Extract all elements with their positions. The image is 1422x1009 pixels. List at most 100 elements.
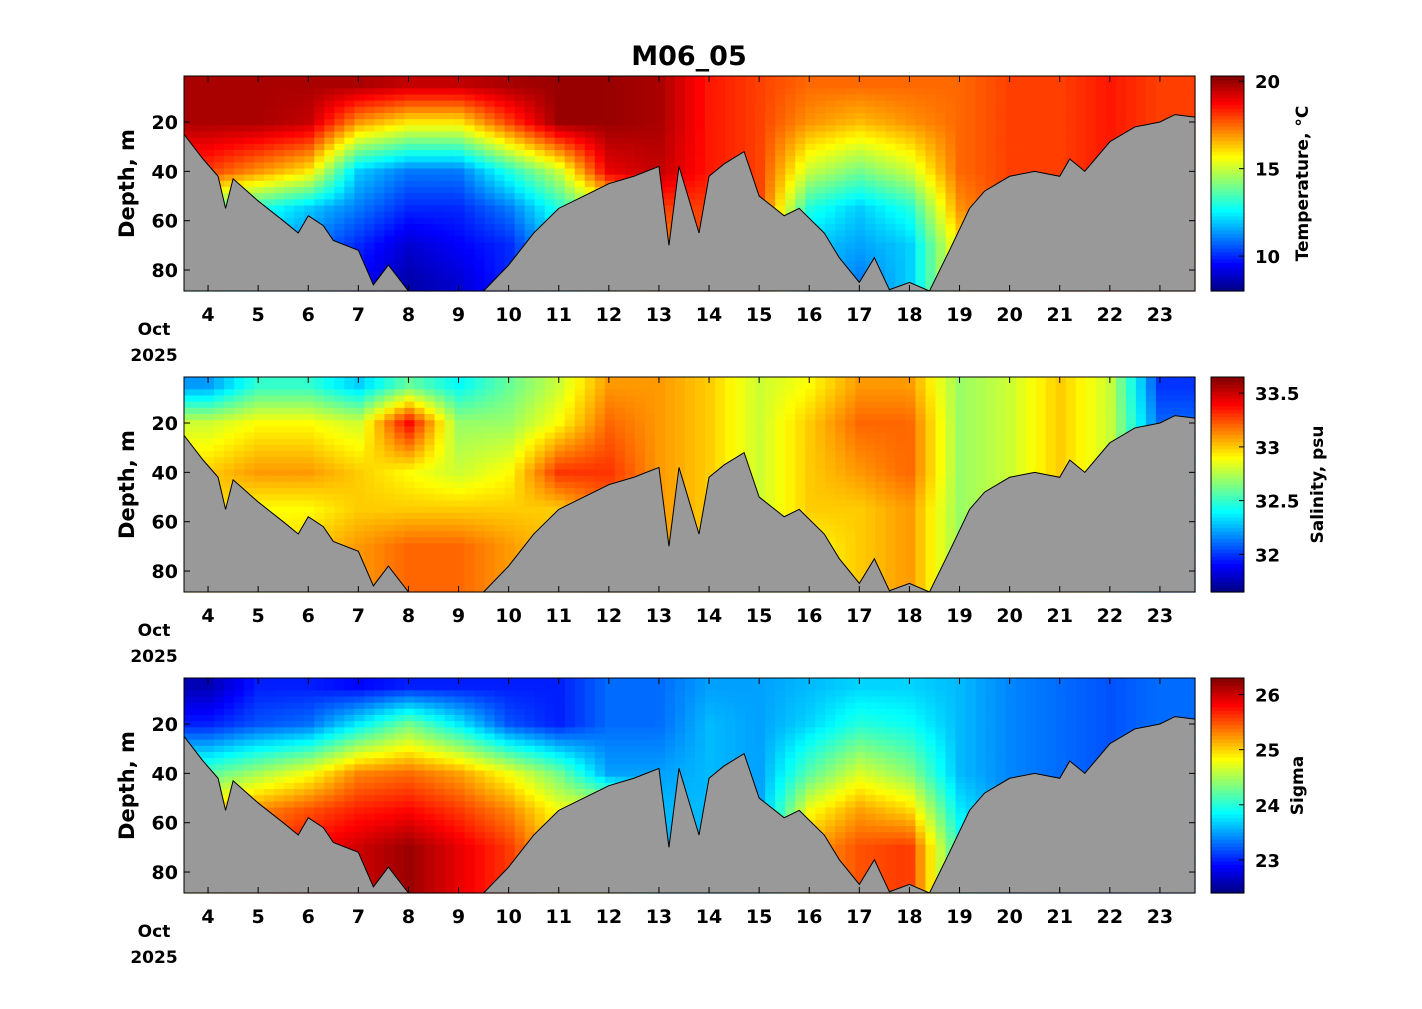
heatmap-cell	[465, 574, 476, 581]
heatmap-cell	[785, 175, 796, 182]
colorbar-segment	[1211, 105, 1244, 109]
heatmap-cell	[254, 175, 265, 182]
heatmap-cell	[485, 76, 496, 83]
heatmap-cell	[445, 132, 456, 139]
heatmap-cell	[334, 144, 345, 151]
heatmap-cell	[414, 396, 425, 403]
heatmap-cell	[905, 169, 916, 176]
heatmap-cell	[986, 175, 997, 182]
heatmap-cell	[475, 581, 486, 588]
heatmap-cell	[845, 82, 856, 89]
heatmap-cell	[1166, 76, 1177, 83]
colorbar-segment	[1211, 219, 1244, 223]
heatmap-cell	[394, 132, 405, 139]
y-tick-label: 60	[152, 211, 178, 233]
colorbar-segment	[1211, 123, 1244, 127]
heatmap-cell	[314, 507, 325, 514]
heatmap-cell	[1126, 119, 1137, 126]
heatmap-cell	[1046, 95, 1057, 102]
heatmap-cell	[394, 236, 405, 243]
heatmap-cell	[224, 82, 235, 89]
heatmap-cell	[414, 169, 425, 176]
heatmap-cell	[815, 101, 826, 108]
heatmap-cell	[755, 113, 766, 120]
heatmap-cell	[875, 107, 886, 114]
heatmap-cell	[1006, 156, 1017, 163]
heatmap-cell	[585, 138, 596, 145]
heatmap-cell	[314, 470, 325, 477]
heatmap-cell	[445, 169, 456, 176]
heatmap-cell	[535, 125, 546, 132]
heatmap-cell	[665, 76, 676, 83]
heatmap-cell	[485, 463, 496, 470]
heatmap-cell	[675, 76, 686, 83]
heatmap-cell	[264, 426, 275, 433]
heatmap-cell	[815, 132, 826, 139]
heatmap-cell	[224, 426, 235, 433]
heatmap-cell	[344, 463, 355, 470]
heatmap-cell	[865, 156, 876, 163]
heatmap-cell	[465, 88, 476, 95]
heatmap-cell	[525, 426, 536, 433]
heatmap-cell	[254, 169, 265, 176]
heatmap-cell	[384, 95, 395, 102]
heatmap-cell	[1076, 119, 1087, 126]
heatmap-cell	[204, 377, 215, 384]
heatmap-cell	[424, 556, 435, 563]
heatmap-cell	[605, 82, 616, 89]
heatmap-cell	[304, 206, 315, 213]
heatmap-cell	[485, 550, 496, 557]
heatmap-cell	[294, 494, 305, 501]
heatmap-cell	[925, 76, 936, 83]
heatmap-cell	[465, 463, 476, 470]
heatmap-cell	[605, 138, 616, 145]
heatmap-cell	[455, 574, 466, 581]
heatmap-cell	[605, 156, 616, 163]
heatmap-cell	[364, 107, 375, 114]
heatmap-cell	[294, 169, 305, 176]
heatmap-cell	[404, 426, 415, 433]
heatmap-cell	[445, 389, 456, 396]
heatmap-cell	[505, 88, 516, 95]
heatmap-cell	[414, 556, 425, 563]
heatmap-cell	[224, 463, 235, 470]
heatmap-cell	[264, 476, 275, 483]
heatmap-cell	[535, 451, 546, 458]
heatmap-cell	[344, 513, 355, 520]
heatmap-cell	[485, 537, 496, 544]
heatmap-cell	[394, 119, 405, 126]
heatmap-cell	[184, 101, 195, 108]
heatmap-cell	[785, 113, 796, 120]
colorbar-segment	[1211, 151, 1244, 155]
heatmap-cell	[956, 206, 967, 213]
heatmap-cell	[625, 162, 636, 169]
heatmap-cell	[875, 162, 886, 169]
heatmap-cell	[485, 212, 496, 219]
heatmap-cell	[905, 193, 916, 200]
heatmap-cell	[545, 426, 556, 433]
heatmap-cell	[264, 82, 275, 89]
heatmap-cell	[956, 150, 967, 157]
heatmap-cell	[364, 255, 375, 262]
heatmap-cell	[996, 125, 1007, 132]
heatmap-cell	[254, 138, 265, 145]
heatmap-cell	[424, 218, 435, 225]
heatmap-cell	[274, 187, 285, 194]
colorbar-segment	[1211, 162, 1244, 166]
heatmap-cell	[825, 132, 836, 139]
heatmap-cell	[895, 236, 906, 243]
heatmap-cell	[815, 193, 826, 200]
heatmap-cell	[384, 439, 395, 446]
heatmap-cell	[545, 206, 556, 213]
heatmap-cell	[1126, 95, 1137, 102]
heatmap-cell	[304, 482, 315, 489]
heatmap-cell	[925, 175, 936, 182]
heatmap-cell	[434, 255, 445, 262]
heatmap-cell	[455, 273, 466, 280]
heatmap-cell	[775, 88, 786, 95]
heatmap-cell	[434, 101, 445, 108]
heatmap-cell	[354, 82, 365, 89]
heatmap-cell	[374, 408, 385, 415]
heatmap-cell	[244, 482, 255, 489]
heatmap-cell	[505, 224, 516, 231]
